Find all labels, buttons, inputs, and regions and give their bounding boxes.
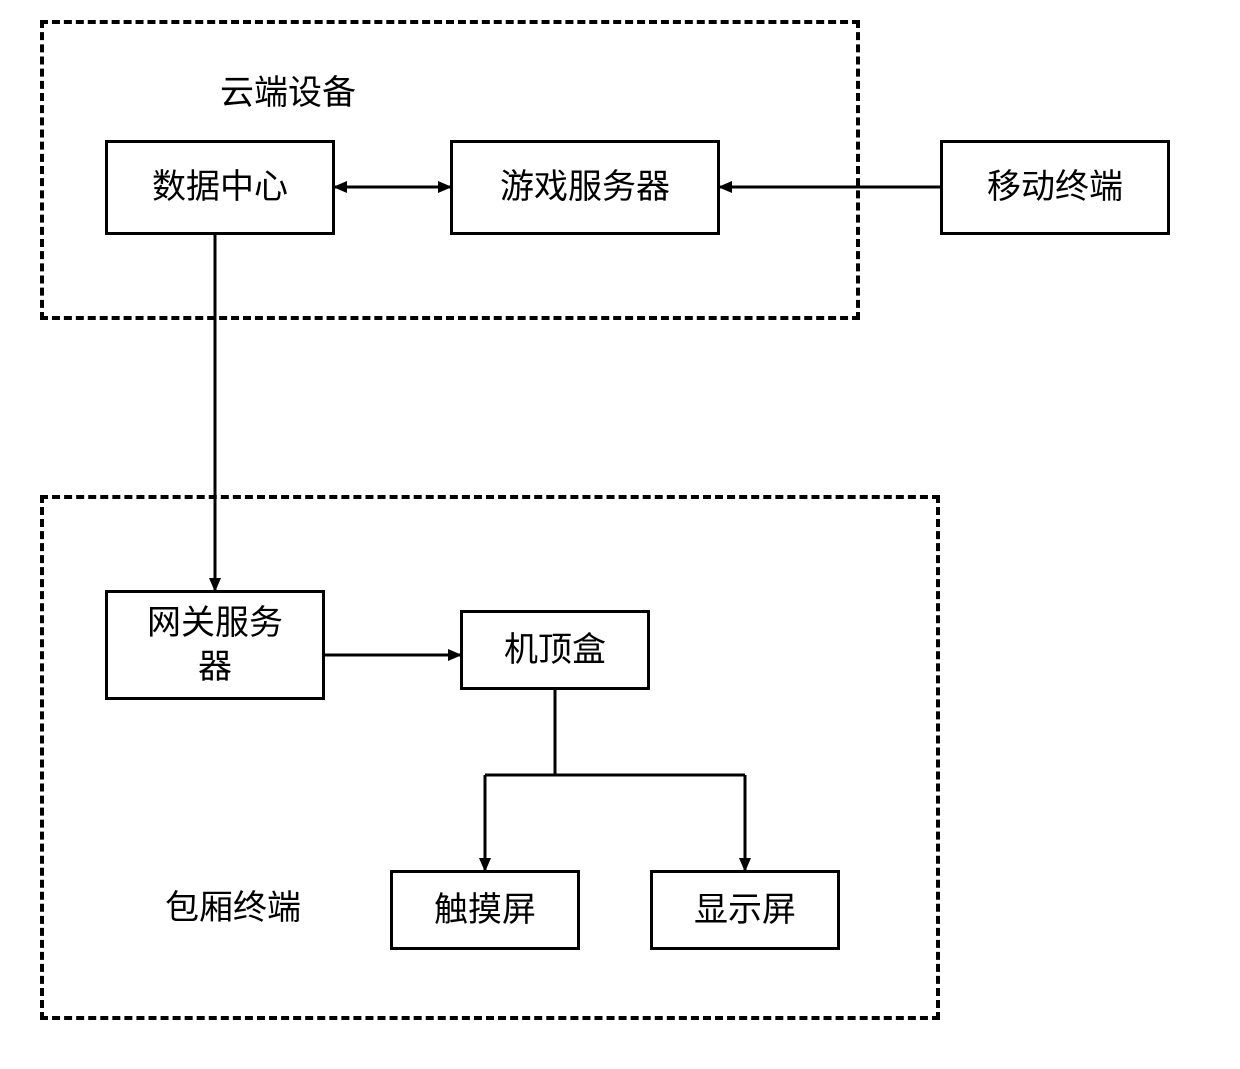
edges-layer (0, 0, 1240, 1069)
